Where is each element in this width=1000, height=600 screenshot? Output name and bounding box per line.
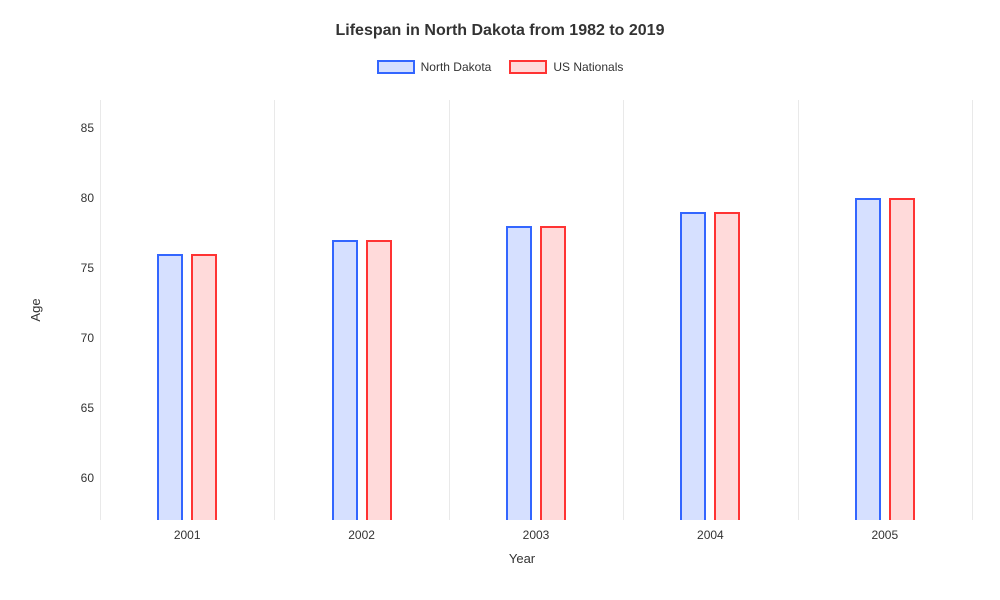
x-tick-label: 2003 xyxy=(523,528,550,542)
legend-label-1: US Nationals xyxy=(553,60,623,74)
plot-area: Age 606570758085 20012002200320042005 Ye… xyxy=(72,100,972,520)
bar xyxy=(680,212,706,520)
y-tick-label: 85 xyxy=(81,121,94,135)
y-tick-label: 60 xyxy=(81,471,94,485)
bar xyxy=(714,212,740,520)
y-tick-label: 65 xyxy=(81,401,94,415)
gridline xyxy=(972,100,973,520)
bar xyxy=(332,240,358,520)
x-tick-label: 2005 xyxy=(871,528,898,542)
x-tick-label: 2002 xyxy=(348,528,375,542)
x-tick-label: 2001 xyxy=(174,528,201,542)
legend-swatch-0 xyxy=(377,60,415,74)
x-axis-title: Year xyxy=(509,551,535,566)
legend-item-0: North Dakota xyxy=(377,60,492,74)
chart-title: Lifespan in North Dakota from 1982 to 20… xyxy=(0,0,1000,40)
legend-swatch-1 xyxy=(509,60,547,74)
bar xyxy=(191,254,217,520)
bar-group xyxy=(855,198,915,520)
bar xyxy=(889,198,915,520)
y-axis-title: Age xyxy=(28,298,43,321)
bar-group xyxy=(680,212,740,520)
bar xyxy=(855,198,881,520)
bar xyxy=(506,226,532,520)
bar xyxy=(540,226,566,520)
bar-group xyxy=(506,226,566,520)
y-tick-label: 75 xyxy=(81,261,94,275)
bar xyxy=(157,254,183,520)
bar-group xyxy=(332,240,392,520)
y-tick-label: 80 xyxy=(81,191,94,205)
y-axis: 60 65 70 75 80 85 xyxy=(72,100,100,520)
bar-group xyxy=(157,254,217,520)
y-tick-label: 70 xyxy=(81,331,94,345)
legend: North Dakota US Nationals xyxy=(0,60,1000,74)
chart-container: Lifespan in North Dakota from 1982 to 20… xyxy=(0,0,1000,600)
legend-item-1: US Nationals xyxy=(509,60,623,74)
bars-area: 20012002200320042005 xyxy=(100,100,972,520)
bar xyxy=(366,240,392,520)
legend-label-0: North Dakota xyxy=(421,60,492,74)
x-tick-label: 2004 xyxy=(697,528,724,542)
